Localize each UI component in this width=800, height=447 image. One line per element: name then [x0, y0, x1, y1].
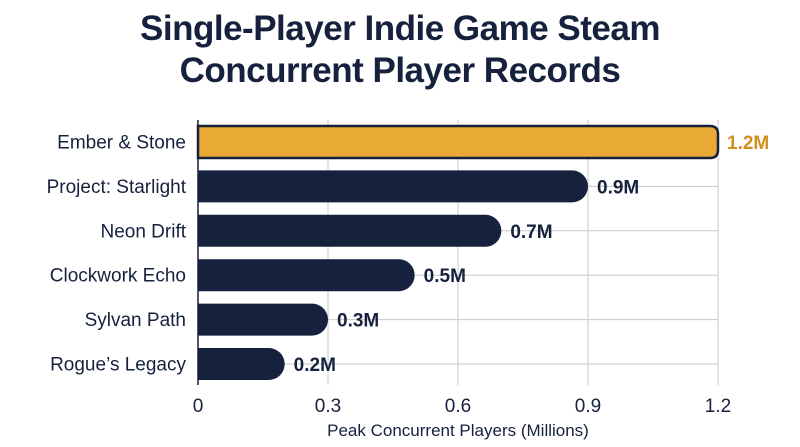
- category-label: Sylvan Path: [85, 310, 186, 331]
- bar: [198, 303, 328, 336]
- x-tick-label: 0.9: [575, 396, 601, 417]
- category-label: Project: Starlight: [47, 177, 187, 198]
- x-tick-label: 0.6: [445, 396, 471, 417]
- bar: [198, 214, 502, 247]
- value-label: 1.2M: [727, 133, 769, 154]
- chart-title-line-1: Single-Player Indie Game Steam: [140, 9, 660, 48]
- value-label: 0.3M: [337, 311, 379, 332]
- category-label: Ember & Stone: [57, 133, 186, 154]
- category-label: Clockwork Echo: [50, 266, 186, 287]
- x-axis-title: Peak Concurrent Players (Millions): [327, 421, 589, 440]
- value-label: 0.9M: [597, 177, 639, 198]
- value-label: 0.7M: [510, 222, 552, 243]
- bar: [198, 170, 588, 203]
- category-label: Neon Drift: [100, 221, 186, 242]
- x-tick-label: 0: [193, 396, 204, 417]
- x-tick-label: 1.2: [705, 396, 731, 417]
- chart-title: Single-Player Indie Game Steam Concurren…: [0, 8, 800, 92]
- category-label: Rogue’s Legacy: [50, 355, 186, 376]
- value-label: 0.5M: [424, 266, 466, 287]
- chart-title-line-2: Concurrent Player Records: [179, 51, 621, 90]
- bar: [198, 348, 285, 380]
- value-label: 0.2M: [294, 355, 336, 376]
- bar: [198, 259, 415, 292]
- bar: [196, 124, 720, 160]
- x-tick-label: 0.3: [315, 396, 341, 417]
